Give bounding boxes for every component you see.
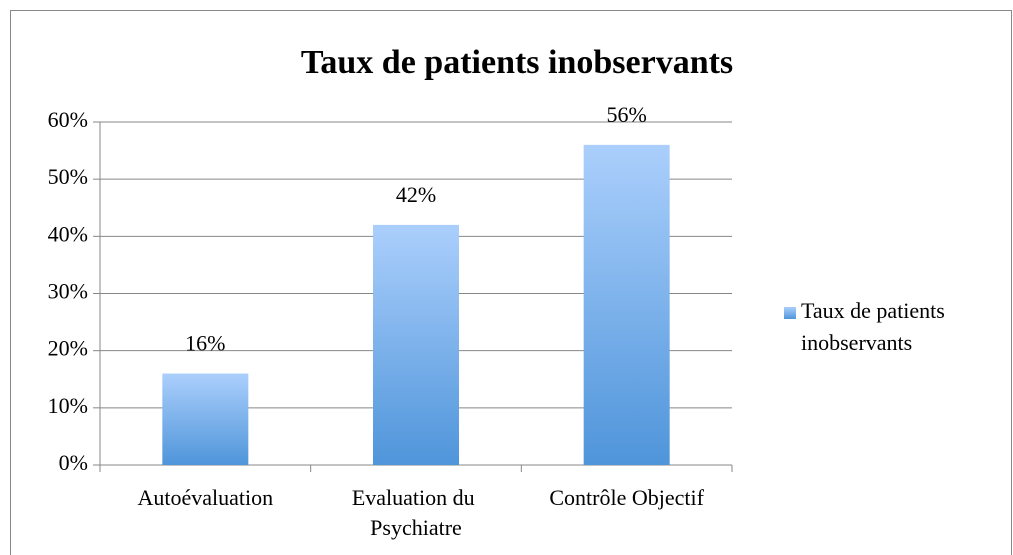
value-label: 56% xyxy=(607,102,647,127)
value-label: 16% xyxy=(185,331,225,356)
chart-frame xyxy=(10,10,1012,555)
x-tick-label: Autoévaluation xyxy=(138,485,274,510)
legend-swatch xyxy=(784,307,796,319)
y-tick-label: 50% xyxy=(48,164,88,189)
y-tick-label: 30% xyxy=(48,279,88,304)
bar xyxy=(373,224,459,465)
x-tick-label: Contrôle Objectif xyxy=(549,485,704,510)
y-tick-label: 0% xyxy=(59,450,88,475)
chart-title: Taux de patients inobservants xyxy=(301,44,733,81)
legend-label: Taux de patients inobservants xyxy=(801,298,950,355)
value-label: 42% xyxy=(396,182,436,207)
bar xyxy=(162,373,249,465)
y-tick-label: 40% xyxy=(48,221,88,246)
bar xyxy=(583,144,670,465)
y-tick-label: 10% xyxy=(48,393,88,418)
y-tick-label: 60% xyxy=(48,107,88,132)
x-tick-label: Evaluation du Psychiatre xyxy=(352,485,480,540)
y-tick-label: 20% xyxy=(48,336,88,361)
